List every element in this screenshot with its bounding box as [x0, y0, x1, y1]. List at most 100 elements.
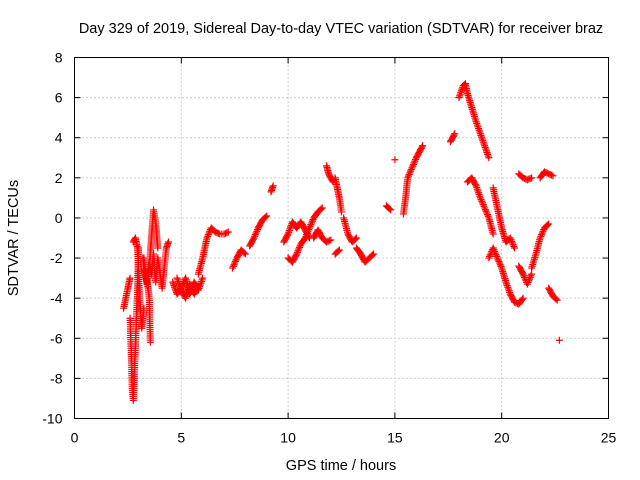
data-point	[473, 184, 481, 192]
data-point	[451, 130, 459, 138]
data-point	[253, 226, 261, 234]
data-point	[492, 251, 500, 259]
x-tick-label: 15	[387, 430, 403, 446]
data-point	[262, 213, 270, 221]
data-series-segment	[382, 202, 395, 214]
y-tick-label: -8	[50, 370, 63, 386]
data-point	[476, 128, 484, 136]
data-point	[528, 174, 536, 182]
y-tick-label: 6	[55, 90, 63, 106]
data-point	[292, 251, 300, 259]
data-point	[283, 231, 291, 239]
data-point	[231, 259, 239, 267]
data-point	[252, 229, 260, 237]
x-tick-label: 0	[71, 430, 79, 446]
data-point	[491, 247, 499, 255]
data-point	[553, 296, 561, 304]
data-point	[164, 238, 172, 246]
data-point	[477, 131, 485, 139]
data-point	[525, 277, 533, 285]
data-point	[386, 205, 394, 213]
data-point	[173, 274, 181, 282]
data-point	[214, 229, 222, 237]
data-point	[230, 261, 238, 269]
data-point	[485, 254, 493, 262]
data-points	[120, 80, 563, 404]
data-series-segment	[229, 246, 249, 272]
data-point	[489, 230, 497, 238]
data-series-segment	[536, 168, 557, 182]
data-point	[410, 159, 418, 167]
data-series-segment	[331, 174, 345, 216]
x-tick-label: 5	[177, 430, 185, 446]
data-point	[293, 248, 301, 256]
data-point	[295, 243, 303, 251]
data-point	[473, 185, 481, 193]
data-point	[478, 199, 486, 207]
data-point	[249, 235, 257, 243]
data-point	[204, 231, 212, 239]
data-point	[478, 133, 486, 141]
data-point	[493, 254, 501, 262]
data-point	[302, 232, 310, 240]
data-point	[293, 250, 301, 258]
data-point	[370, 250, 378, 258]
data-point	[485, 154, 493, 162]
data-point	[481, 143, 489, 151]
data-point	[408, 164, 416, 172]
data-point	[176, 283, 184, 291]
data-point	[175, 279, 183, 287]
data-point	[482, 207, 490, 215]
data-point	[476, 192, 484, 200]
data-point	[484, 212, 492, 220]
data-series-segment	[399, 142, 427, 218]
data-point	[503, 280, 511, 288]
data-series-segment	[489, 184, 519, 252]
data-point	[229, 264, 237, 272]
data-point	[368, 251, 376, 259]
data-point	[294, 247, 302, 255]
data-point	[537, 232, 545, 240]
data-point	[494, 256, 502, 264]
data-point	[520, 272, 528, 280]
data-point	[496, 259, 504, 267]
data-point	[480, 140, 488, 148]
data-point	[204, 232, 212, 240]
data-point	[506, 234, 514, 242]
data-point	[285, 228, 293, 236]
data-point	[174, 276, 182, 284]
data-series-segment	[267, 182, 277, 196]
data-point	[525, 275, 533, 283]
data-point	[474, 187, 482, 195]
data-point	[198, 276, 206, 284]
x-axis-label: GPS time / hours	[286, 458, 396, 474]
data-point	[475, 126, 483, 134]
data-point	[307, 221, 315, 229]
data-point	[301, 234, 309, 242]
data-point	[526, 175, 534, 183]
data-point	[405, 170, 413, 178]
data-point	[419, 142, 427, 150]
data-point	[484, 152, 492, 160]
data-point	[284, 230, 292, 238]
x-tick-label: 20	[494, 430, 510, 446]
data-point	[186, 280, 194, 288]
data-point	[295, 245, 303, 253]
data-point	[475, 190, 483, 198]
data-point	[477, 196, 485, 204]
data-point	[479, 137, 487, 145]
data-point	[481, 142, 489, 150]
x-tick-label: 10	[280, 430, 296, 446]
data-point	[231, 257, 239, 265]
data-series-segment	[129, 234, 148, 332]
data-point	[224, 228, 232, 236]
data-point	[404, 172, 412, 180]
data-point	[223, 229, 231, 237]
data-point	[194, 283, 202, 291]
data-point	[450, 131, 458, 139]
data-point	[327, 236, 335, 244]
data-point	[508, 239, 516, 247]
data-series-segment	[340, 214, 360, 246]
data-point	[482, 145, 490, 153]
